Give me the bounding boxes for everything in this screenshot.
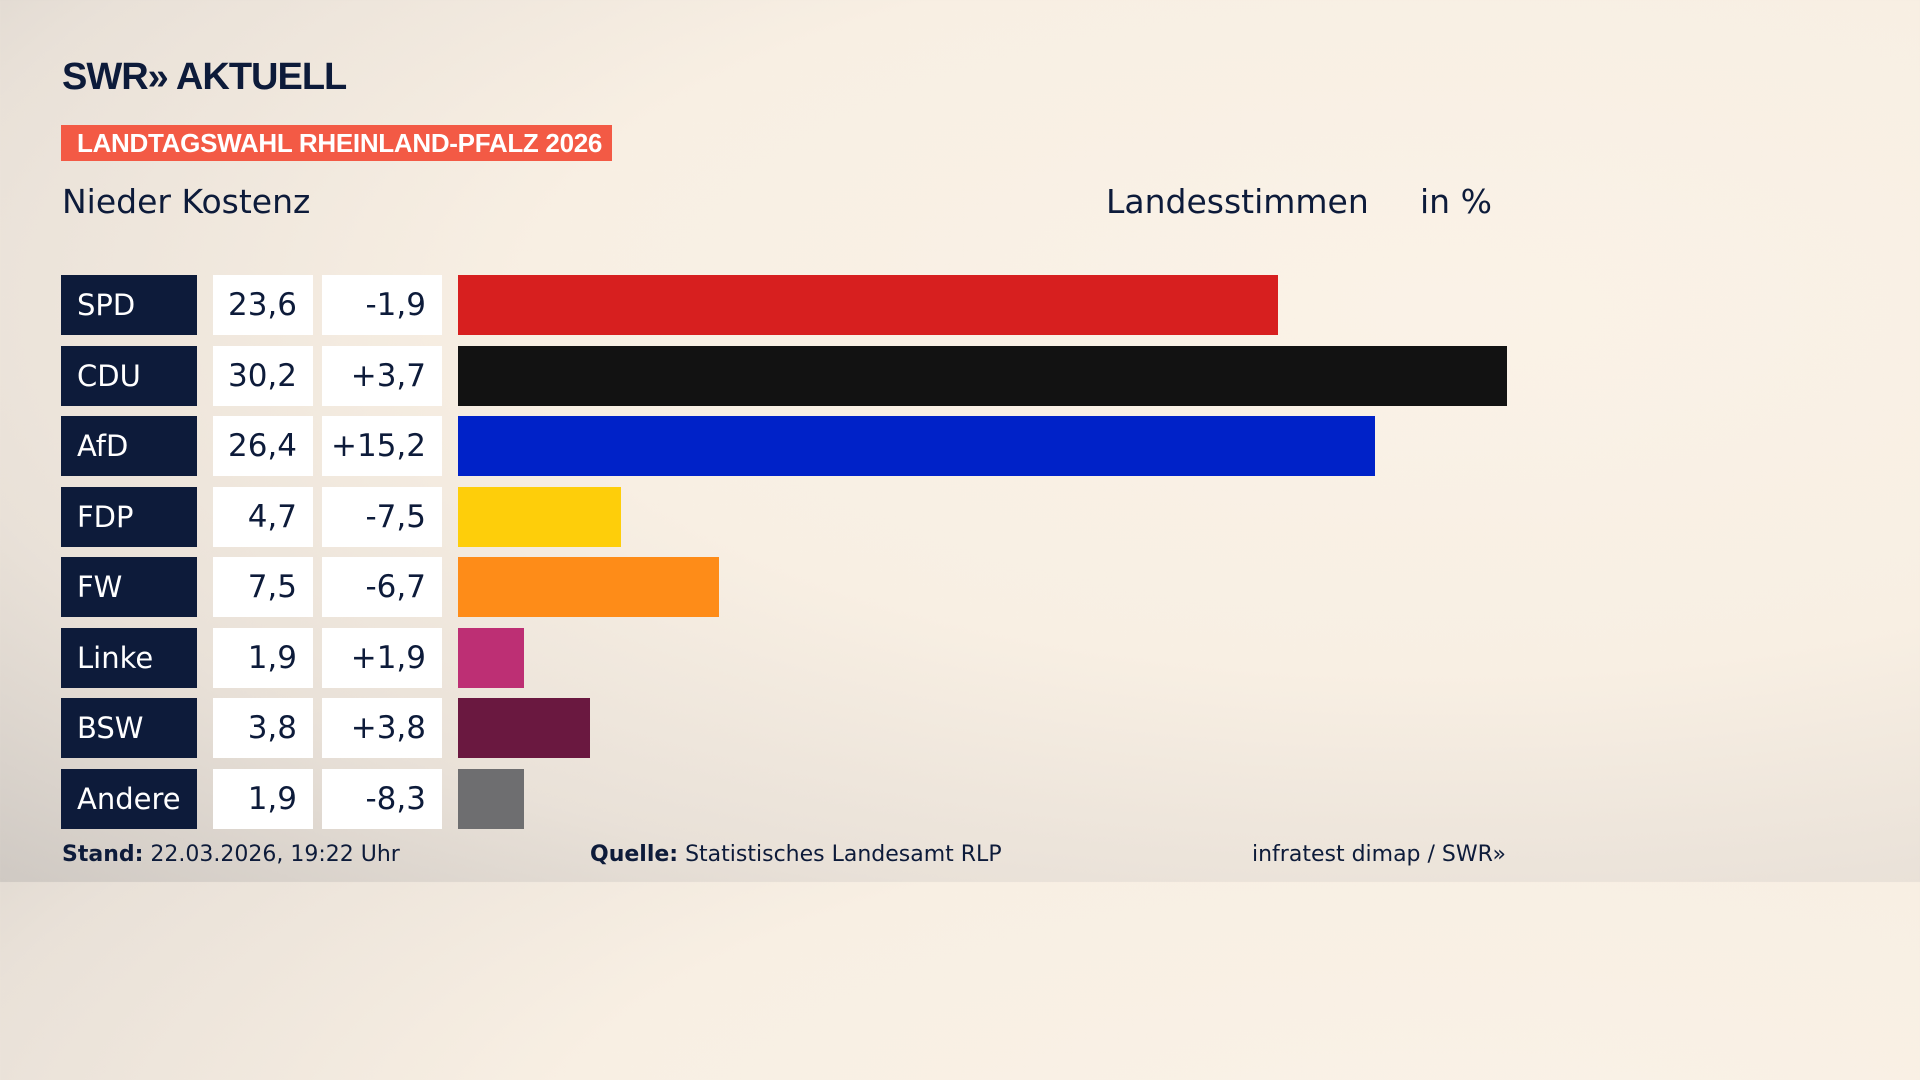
diff-label: +3,8 bbox=[322, 698, 442, 758]
diff-label: -6,7 bbox=[322, 557, 442, 617]
party-name: FDP bbox=[61, 486, 197, 547]
value-label: 1,9 bbox=[213, 768, 313, 829]
party-name: CDU bbox=[61, 345, 197, 406]
diff-label: -1,9 bbox=[322, 275, 442, 335]
source-value: Statistisches Landesamt RLP bbox=[685, 842, 1002, 867]
timestamp: Stand: 22.03.2026, 19:22 Uhr bbox=[62, 842, 400, 867]
bar-spd bbox=[458, 275, 1278, 335]
bar-bsw bbox=[458, 698, 590, 758]
diff-label: +3,7 bbox=[322, 345, 442, 406]
source-label: Quelle: bbox=[590, 842, 679, 867]
unit-label: in % bbox=[1420, 182, 1492, 221]
value-label: 30,2 bbox=[213, 345, 313, 406]
party-name: Andere bbox=[61, 768, 197, 829]
bar-afd bbox=[458, 416, 1375, 476]
value-label: 4,7 bbox=[213, 486, 313, 547]
stand-value: 22.03.2026, 19:22 Uhr bbox=[150, 842, 400, 867]
value-label: 1,9 bbox=[213, 627, 313, 688]
bar-cdu bbox=[458, 345, 1507, 406]
diff-label: -7,5 bbox=[322, 486, 442, 547]
value-label: 23,6 bbox=[213, 275, 313, 335]
diff-label: -8,3 bbox=[322, 768, 442, 829]
value-label: 26,4 bbox=[213, 416, 313, 476]
bar-fw bbox=[458, 557, 719, 617]
credit: infratest dimap / SWR» bbox=[1252, 842, 1506, 867]
election-tag: LANDTAGSWAHL RHEINLAND-PFALZ 2026 bbox=[61, 125, 612, 161]
party-name: FW bbox=[61, 557, 197, 617]
bar-fdp bbox=[458, 486, 622, 547]
value-label: 7,5 bbox=[213, 557, 313, 617]
bar-andere bbox=[458, 768, 524, 829]
party-name: BSW bbox=[61, 698, 197, 758]
diff-label: +1,9 bbox=[322, 627, 442, 688]
party-name: Linke bbox=[61, 627, 197, 688]
stand-label: Stand: bbox=[62, 842, 144, 867]
bar-linke bbox=[458, 627, 524, 688]
diff-label: +15,2 bbox=[322, 416, 442, 476]
location-title: Nieder Kostenz bbox=[62, 182, 311, 221]
party-name: AfD bbox=[61, 416, 197, 476]
source: Quelle: Statistisches Landesamt RLP bbox=[590, 842, 1002, 867]
vote-type-label: Landesstimmen bbox=[1106, 182, 1369, 221]
swr-aktuell-logo: SWR» AKTUELL bbox=[62, 56, 347, 98]
party-name: SPD bbox=[61, 275, 197, 335]
value-label: 3,8 bbox=[213, 698, 313, 758]
